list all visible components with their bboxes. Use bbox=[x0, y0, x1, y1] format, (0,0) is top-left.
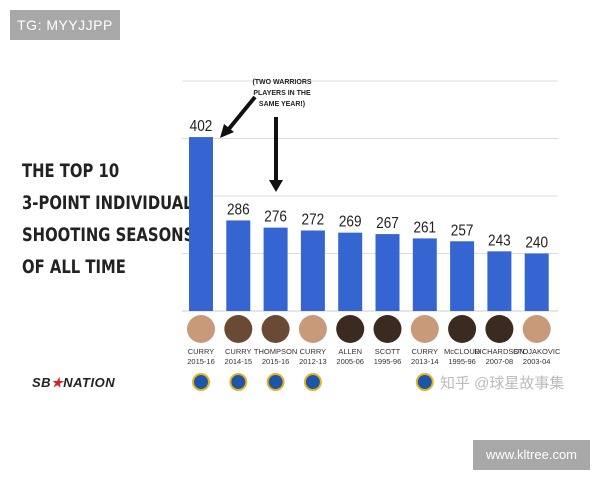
bar bbox=[226, 220, 251, 311]
player-season: 2003-04 bbox=[523, 357, 551, 366]
player-face bbox=[410, 315, 439, 343]
data-label: 286 bbox=[227, 202, 250, 219]
player-name: SCOTT bbox=[375, 347, 401, 356]
player-season: 2013-14 bbox=[411, 357, 439, 366]
arrowhead-icon bbox=[220, 124, 234, 138]
arrowhead-icon bbox=[269, 180, 283, 192]
player-face bbox=[522, 315, 551, 343]
bar bbox=[487, 251, 512, 311]
player-season: 2014-15 bbox=[225, 357, 253, 366]
player-face bbox=[224, 315, 253, 343]
watermark-badge-bottom: www.kltree.com bbox=[473, 440, 590, 470]
warriors-logo-icon bbox=[229, 373, 248, 391]
player-season: 1995-96 bbox=[448, 357, 476, 366]
warriors-logo-icon bbox=[415, 373, 434, 391]
bar bbox=[263, 227, 288, 311]
player-name: THOMPSON bbox=[254, 347, 297, 356]
player-season: 2007-08 bbox=[486, 357, 514, 366]
sbnation-logo: SB★NATION bbox=[32, 375, 116, 390]
bar bbox=[524, 253, 549, 311]
watermark-badge-top: TG: MYYJJPP bbox=[10, 10, 120, 40]
player-name: CURRY bbox=[225, 347, 252, 356]
player-name: CURRY bbox=[188, 347, 215, 356]
zhihu-watermark: 知乎 @球星故事集 bbox=[440, 375, 565, 392]
player-season: 2015-16 bbox=[187, 357, 215, 366]
player-season: 2015-16 bbox=[262, 357, 290, 366]
player-face bbox=[448, 315, 477, 343]
bar bbox=[338, 232, 363, 311]
data-label: 267 bbox=[376, 215, 399, 232]
player-season: 2005-06 bbox=[336, 357, 364, 366]
title-line: SHOOTING SEASONS bbox=[22, 224, 195, 246]
title-line: 3-POINT INDIVIDUAL bbox=[22, 192, 193, 214]
player-season: 1995-96 bbox=[374, 357, 402, 366]
warriors-logo-icon bbox=[303, 373, 322, 391]
data-label: 240 bbox=[525, 235, 548, 252]
warriors-logo-icon bbox=[192, 373, 210, 391]
player-name: STOJAKOVIC bbox=[513, 347, 561, 356]
bar bbox=[450, 241, 475, 311]
title-line: THE TOP 10 bbox=[22, 160, 120, 182]
annotation-line: SAME YEAR!) bbox=[259, 101, 305, 108]
player-face bbox=[261, 315, 290, 343]
player-face bbox=[373, 315, 402, 343]
player-face bbox=[187, 315, 215, 343]
title-line: OF ALL TIME bbox=[22, 256, 126, 278]
player-face bbox=[298, 315, 327, 343]
player-name: ALLEN bbox=[338, 347, 362, 356]
chart-title: THE TOP 10 3-POINT INDIVIDUAL SHOOTING S… bbox=[22, 155, 194, 283]
data-label: 272 bbox=[302, 212, 325, 229]
player-name: RICHARDSON bbox=[474, 347, 524, 356]
bar bbox=[412, 238, 437, 311]
bar bbox=[300, 230, 325, 311]
player-name: CURRY bbox=[300, 347, 327, 356]
player-face bbox=[336, 315, 365, 343]
data-label: 269 bbox=[339, 214, 362, 231]
bar bbox=[375, 234, 400, 311]
annotation-line: (TWO WARRIORS bbox=[252, 79, 311, 86]
player-season: 2012-13 bbox=[299, 357, 327, 366]
player-face bbox=[485, 315, 514, 343]
data-label: 243 bbox=[488, 232, 511, 249]
data-label: 261 bbox=[413, 219, 436, 236]
warriors-logo-icon bbox=[266, 373, 285, 391]
data-label: 402 bbox=[190, 118, 213, 135]
data-label: 257 bbox=[451, 222, 474, 239]
player-name: CURRY bbox=[412, 347, 439, 356]
arrow-to-curry bbox=[226, 95, 257, 132]
annotation-line: PLAYERS IN THE bbox=[253, 90, 311, 97]
data-label: 276 bbox=[264, 209, 287, 226]
bar bbox=[189, 137, 213, 311]
player-name: McCLOUD bbox=[444, 347, 481, 356]
